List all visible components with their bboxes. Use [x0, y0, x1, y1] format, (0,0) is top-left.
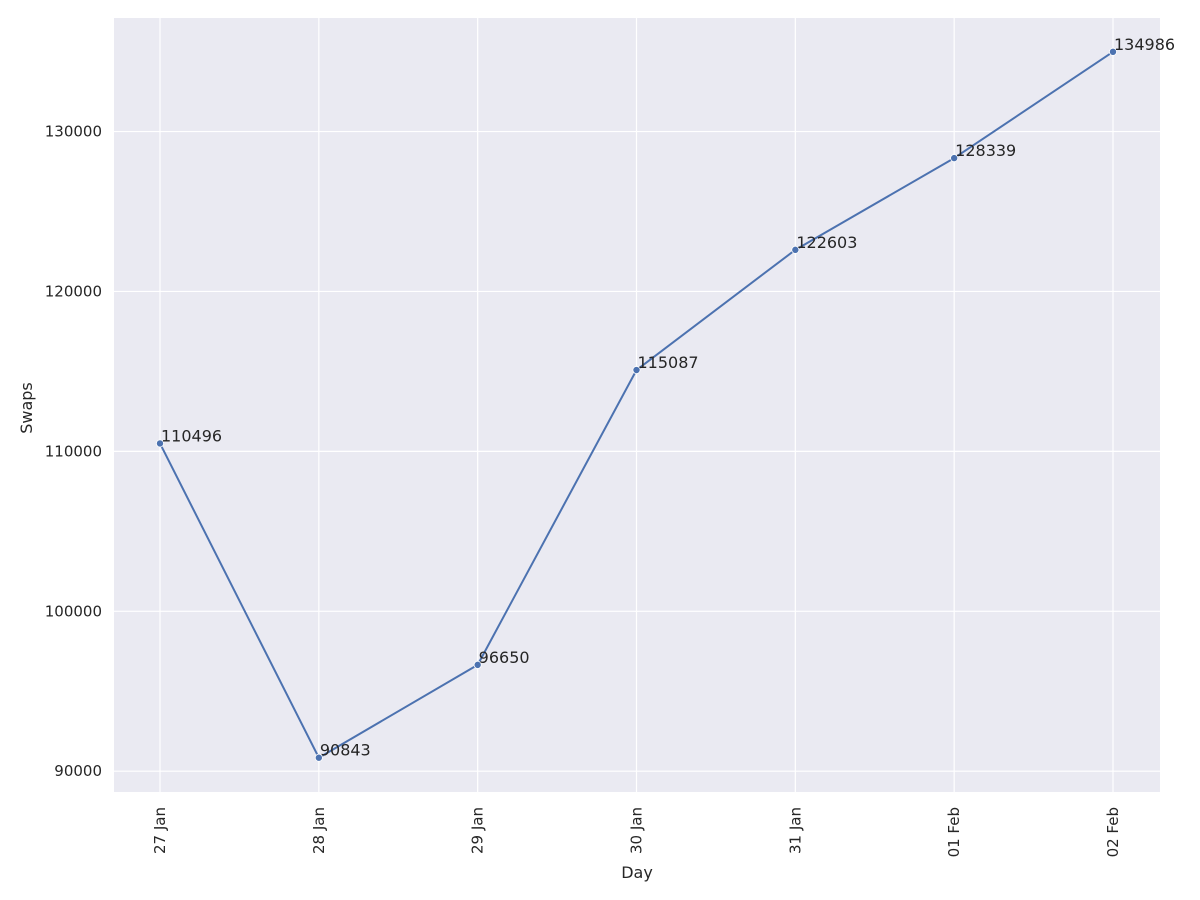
data-point [473, 660, 482, 669]
x-tick-label: 01 Feb [945, 807, 963, 857]
y-axis-ticks: 90000 100000 110000 120000 130000 [45, 123, 102, 781]
grid [114, 18, 1160, 792]
y-tick-label: 130000 [45, 123, 102, 141]
y-tick-label: 100000 [45, 602, 102, 620]
x-tick-label: 29 Jan [469, 807, 487, 854]
y-tick-label: 90000 [54, 762, 102, 780]
data-label: 96650 [479, 648, 530, 667]
data-point [632, 366, 641, 375]
data-point [314, 753, 323, 762]
data-point [1109, 47, 1118, 56]
data-label: 128339 [955, 141, 1016, 160]
data-point [950, 154, 959, 163]
x-tick-label: 31 Jan [786, 807, 804, 854]
x-axis-ticks: 27 Jan 28 Jan 29 Jan 30 Jan 31 Jan 01 Feb 02 F… [151, 807, 1122, 857]
x-tick-label: 28 Jan [310, 807, 328, 854]
data-label: 134986 [1114, 35, 1175, 54]
data-label: 122603 [796, 233, 857, 252]
x-tick-label: 02 Feb [1104, 807, 1122, 857]
y-axis-title: Swaps [17, 382, 36, 434]
data-label: 115087 [638, 353, 699, 372]
points-layer [155, 47, 1118, 762]
y-tick-label: 120000 [45, 282, 102, 300]
data-point [155, 439, 164, 448]
y-tick-label: 110000 [45, 442, 102, 460]
data-point [791, 245, 800, 254]
data-labels: 110496 90843 96650 115087 122603 128339 134986 [161, 35, 1175, 760]
x-tick-label: 27 Jan [151, 807, 169, 854]
x-tick-label: 30 Jan [628, 807, 646, 854]
data-label: 90843 [320, 741, 371, 760]
x-axis-title: Day [621, 863, 653, 882]
data-label: 110496 [161, 426, 222, 445]
